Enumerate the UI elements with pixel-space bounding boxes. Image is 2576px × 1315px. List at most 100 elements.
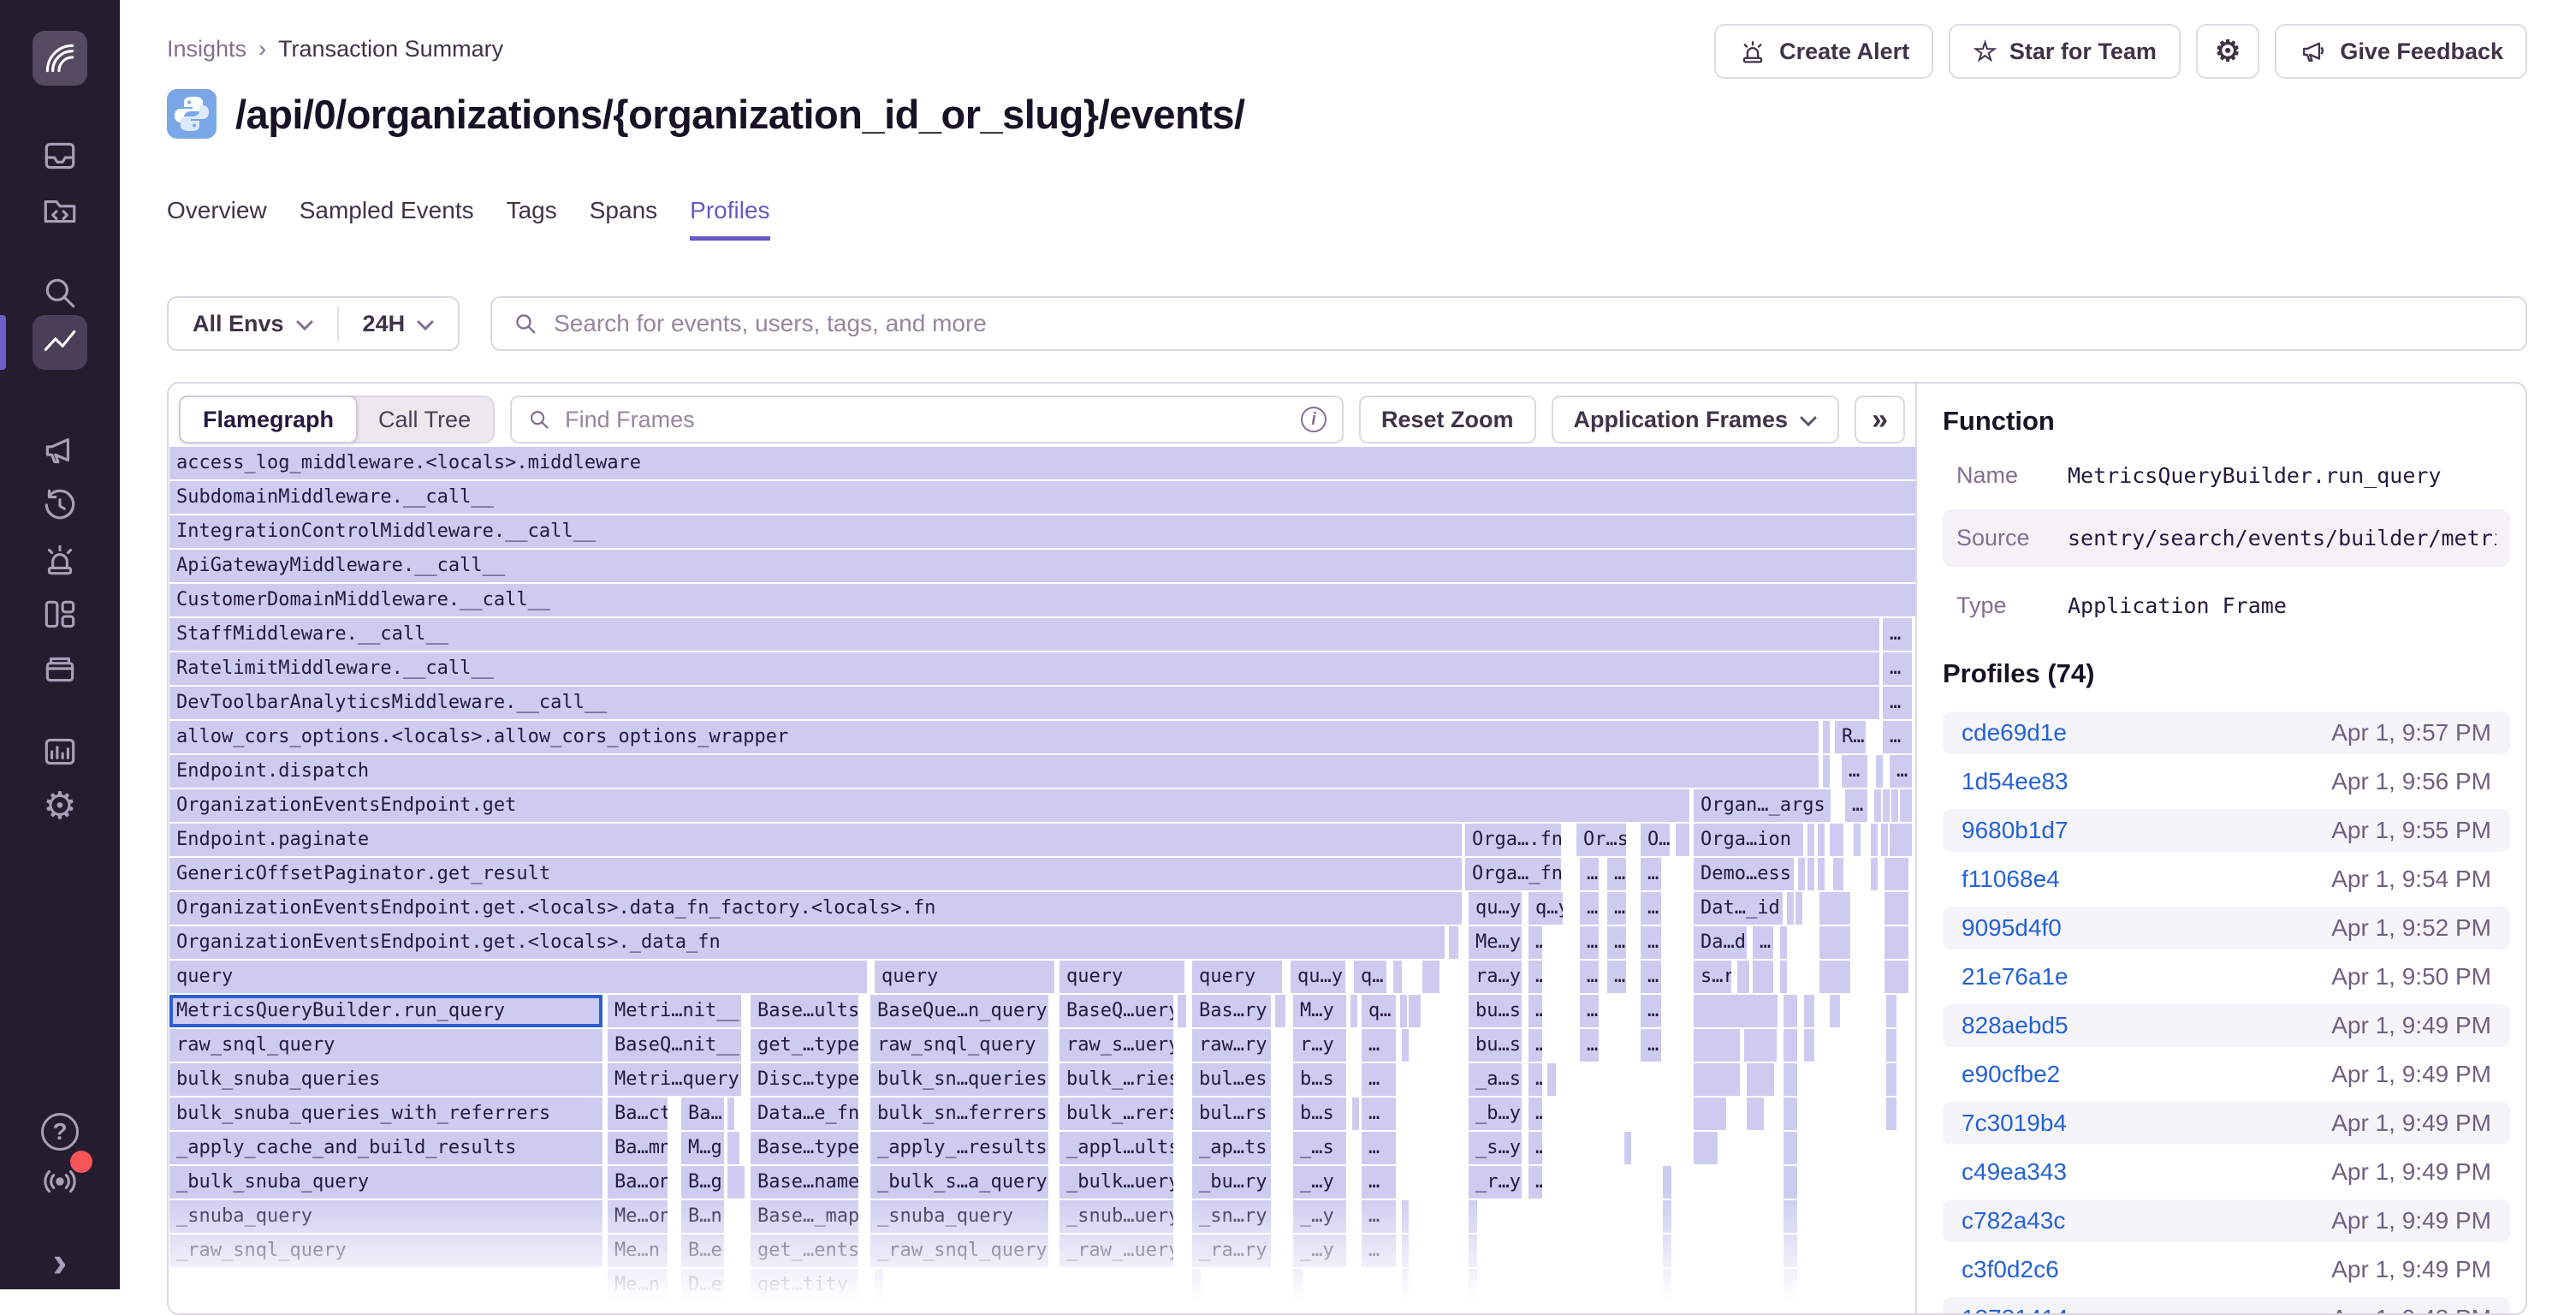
frame-cell[interactable]: b…s	[1293, 1098, 1346, 1130]
breadcrumb-insights[interactable]: Insights	[167, 36, 247, 62]
tab-profiles[interactable]: Profiles	[690, 197, 770, 241]
frame-cell[interactable]	[1871, 824, 1878, 856]
frame-cell[interactable]: Demo…ess	[1694, 858, 1794, 890]
frame-cell[interactable]	[1422, 961, 1439, 993]
frame-cell[interactable]: Ba…on	[608, 1166, 668, 1199]
profile-row[interactable]: 9680b1d7 Apr 1, 9:55 PM	[1943, 809, 2510, 852]
frame-cell[interactable]: M…y	[1293, 995, 1346, 1027]
frame-cell[interactable]: bu…s	[1469, 995, 1522, 1027]
frame-cell[interactable]	[1795, 892, 1802, 925]
frame-cell[interactable]	[1804, 1029, 1814, 1062]
frame-cell[interactable]: _raw_…uery	[1059, 1235, 1173, 1267]
frame-cell[interactable]: …	[1641, 961, 1661, 993]
frame-cell[interactable]	[1676, 824, 1683, 856]
frame-cell[interactable]: Metri…query	[608, 1063, 741, 1096]
frame-cell[interactable]: bu…s	[1469, 1029, 1522, 1062]
frame-cell[interactable]: …	[1890, 755, 1912, 788]
profile-id-link[interactable]: e90cfbe2	[1962, 1061, 2061, 1087]
frame-cell[interactable]: Orga…_fn	[1465, 858, 1561, 890]
frame-cell[interactable]: BaseQ…uery	[1059, 995, 1173, 1027]
frame-cell[interactable]: Ba…s	[681, 1098, 724, 1130]
frame-cell[interactable]	[1891, 789, 1898, 822]
frame-cell[interactable]: Me…y	[1469, 926, 1522, 959]
frame-cell[interactable]: _…y	[1293, 1166, 1346, 1199]
frame-cell[interactable]: GenericOffsetPaginator.get_result	[169, 858, 1462, 890]
frame-cell[interactable]: Ba…ct	[608, 1098, 668, 1130]
frame-cell[interactable]	[1830, 995, 1840, 1027]
frame-cell[interactable]: _…s	[1293, 1132, 1346, 1164]
frame-cell[interactable]: _…y	[1293, 1200, 1346, 1233]
frame-cell[interactable]	[1784, 1132, 1797, 1164]
frame-cell[interactable]: OrganizationEventsEndpoint.get.<locals>.…	[169, 892, 1462, 925]
profile-row[interactable]: f11068e4 Apr 1, 9:54 PM	[1943, 858, 2510, 901]
frame-cell[interactable]	[1833, 858, 1843, 890]
frame-cell[interactable]: B…g	[681, 1166, 724, 1199]
frame-cell[interactable]	[1694, 1132, 1718, 1164]
frame-cell[interactable]: …	[1845, 789, 1867, 822]
frame-cell[interactable]: …	[1528, 1166, 1542, 1199]
frame-cell[interactable]: _s…y	[1469, 1132, 1522, 1164]
frame-cell[interactable]: MetricsQueryBuilder.run_query	[169, 995, 602, 1027]
profile-id-link[interactable]: 7c3019b4	[1962, 1110, 2068, 1136]
frame-cell[interactable]: …	[1362, 1200, 1396, 1233]
frame-cell[interactable]: ApiGatewayMiddleware.__call__	[169, 550, 1915, 582]
frame-cell[interactable]: Dat…_id	[1694, 892, 1783, 925]
frame-cell[interactable]	[727, 1098, 734, 1130]
frame-cell[interactable]: bulk_sn…ferrers	[870, 1098, 1048, 1130]
profile-id-link[interactable]: 1d54ee83	[1962, 768, 2069, 794]
frame-cell[interactable]: …	[1528, 926, 1542, 959]
frame-cell[interactable]	[1275, 995, 1285, 1027]
frame-cell[interactable]: _r…y	[1469, 1166, 1522, 1199]
profile-id-link[interactable]: c49ea343	[1962, 1158, 2068, 1185]
frame-cell[interactable]: bulk_snuba_queries	[169, 1063, 602, 1096]
frame-cell[interactable]: …	[1607, 892, 1626, 925]
frame-cell[interactable]	[1780, 926, 1787, 959]
frame-cell[interactable]	[1819, 926, 1850, 959]
frame-cell[interactable]: Me…n	[608, 1235, 668, 1267]
frame-cell[interactable]	[1854, 824, 1861, 856]
profile-row[interactable]: cde69d1e Apr 1, 9:57 PM	[1943, 711, 2510, 754]
frame-cell[interactable]	[1784, 1269, 1797, 1301]
frame-cell[interactable]: qu…y	[1469, 892, 1522, 925]
frame-cell[interactable]: Ba…mn	[608, 1132, 668, 1164]
info-icon[interactable]: i	[1300, 407, 1327, 432]
sidebar-item-insights[interactable]	[33, 315, 87, 370]
frame-cell[interactable]	[1823, 755, 1830, 788]
frame-cell[interactable]: Orga….fn	[1465, 824, 1561, 856]
frame-cell[interactable]	[1784, 1166, 1797, 1199]
frame-cell[interactable]	[1753, 961, 1773, 993]
frame-cell[interactable]: q…y	[1528, 892, 1563, 925]
frame-cell[interactable]: query	[1192, 961, 1282, 993]
create-alert-button[interactable]: Create Alert	[1714, 24, 1934, 79]
frame-cell[interactable]: bulk_snuba_queries_with_referrers	[169, 1098, 602, 1130]
profile-row[interactable]: e90cfbe2 Apr 1, 9:49 PM	[1943, 1053, 2510, 1096]
frame-cell[interactable]: r…y	[1293, 1029, 1346, 1062]
frame-cell[interactable]	[1694, 995, 1778, 1027]
frame-cell[interactable]: _raw_snql_query	[870, 1235, 1048, 1267]
frame-cell[interactable]	[1683, 824, 1689, 856]
frame-cell[interactable]: Data…e_fn	[751, 1098, 858, 1130]
frame-cell[interactable]	[1784, 1063, 1797, 1096]
frame-cell[interactable]	[1784, 1029, 1797, 1062]
frame-cell[interactable]: …	[1607, 961, 1626, 993]
breadcrumb-current[interactable]: Transaction Summary	[278, 36, 504, 62]
frame-cell[interactable]	[733, 1132, 739, 1164]
frame-cell[interactable]: …	[1641, 926, 1661, 959]
frame-cell[interactable]	[1624, 1132, 1631, 1164]
frame-cell[interactable]: ra…y	[1469, 961, 1522, 993]
tab-flamegraph[interactable]: Flamegraph	[179, 396, 359, 443]
frame-cell[interactable]: bulk_…ries	[1059, 1063, 1173, 1096]
sidebar-item-feedback[interactable]	[33, 423, 87, 478]
frame-cell[interactable]: …	[1580, 995, 1599, 1027]
frame-cell[interactable]: _ap…ts	[1192, 1132, 1271, 1164]
frame-cell[interactable]: _appl…ults	[1059, 1132, 1173, 1164]
frame-cell[interactable]	[1885, 926, 1908, 959]
tab-sampled-events[interactable]: Sampled Events	[299, 197, 474, 223]
frame-cell[interactable]: Organ…_args	[1694, 789, 1831, 822]
frame-cell[interactable]	[738, 1166, 745, 1199]
frame-cell[interactable]: Me…on	[608, 1200, 668, 1233]
frame-cell[interactable]: allow_cors_options.<locals>.allow_cors_o…	[169, 721, 1819, 753]
frame-cell[interactable]: _snuba_query	[169, 1200, 602, 1233]
flamegraph[interactable]: access_log_middleware.<locals>.middlewar…	[169, 447, 1915, 1313]
frame-cell[interactable]: b…s	[1293, 1063, 1346, 1096]
